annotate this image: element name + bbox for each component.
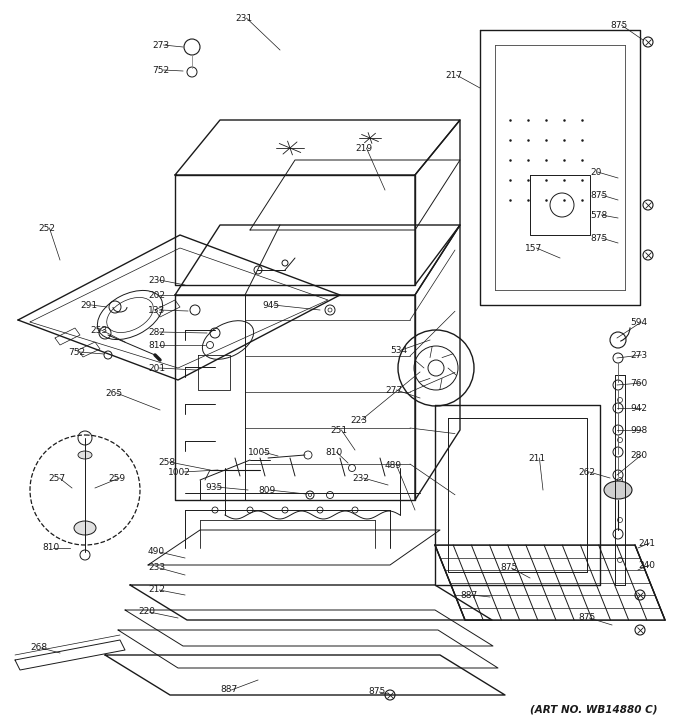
Text: 253: 253 bbox=[90, 326, 107, 334]
Text: 752: 752 bbox=[68, 347, 85, 357]
Text: 282: 282 bbox=[148, 328, 165, 336]
Text: 265: 265 bbox=[105, 389, 122, 397]
Text: 273: 273 bbox=[152, 41, 169, 49]
Text: 223: 223 bbox=[350, 415, 367, 425]
Text: 202: 202 bbox=[148, 291, 165, 299]
Text: 810: 810 bbox=[148, 341, 165, 349]
Ellipse shape bbox=[74, 521, 96, 535]
Text: 291: 291 bbox=[80, 300, 97, 310]
Text: 887: 887 bbox=[460, 590, 477, 600]
Text: 810: 810 bbox=[42, 544, 59, 552]
Text: 534: 534 bbox=[390, 346, 407, 355]
Text: 251: 251 bbox=[330, 426, 347, 434]
Text: 233: 233 bbox=[148, 563, 165, 573]
Text: 280: 280 bbox=[630, 450, 647, 460]
Text: 935: 935 bbox=[205, 483, 222, 492]
Text: 594: 594 bbox=[630, 318, 647, 326]
Text: 489: 489 bbox=[385, 460, 402, 470]
Text: 133: 133 bbox=[148, 305, 165, 315]
Ellipse shape bbox=[78, 451, 92, 459]
Text: 231: 231 bbox=[235, 14, 252, 22]
Text: 875: 875 bbox=[610, 20, 627, 30]
Text: 760: 760 bbox=[630, 378, 647, 387]
Text: 875: 875 bbox=[590, 191, 607, 199]
Text: 1002: 1002 bbox=[168, 468, 191, 476]
Text: 257: 257 bbox=[48, 473, 65, 483]
Text: 230: 230 bbox=[148, 276, 165, 284]
Text: 945: 945 bbox=[262, 300, 279, 310]
Text: 268: 268 bbox=[30, 644, 47, 652]
Text: 998: 998 bbox=[630, 426, 647, 434]
Text: 217: 217 bbox=[445, 70, 462, 80]
Text: 259: 259 bbox=[108, 473, 125, 483]
Text: 240: 240 bbox=[638, 560, 655, 570]
Text: 262: 262 bbox=[578, 468, 595, 476]
Text: 810: 810 bbox=[325, 447, 342, 457]
Text: 211: 211 bbox=[528, 454, 545, 463]
Text: 157: 157 bbox=[525, 244, 542, 252]
Text: 220: 220 bbox=[138, 608, 155, 616]
Text: (ART NO. WB14880 C): (ART NO. WB14880 C) bbox=[530, 705, 658, 715]
Text: 875: 875 bbox=[500, 563, 517, 573]
Text: 277: 277 bbox=[385, 386, 402, 394]
Text: 578: 578 bbox=[590, 210, 607, 220]
Text: 490: 490 bbox=[148, 547, 165, 557]
Text: 273: 273 bbox=[630, 350, 647, 360]
Text: 212: 212 bbox=[148, 586, 165, 594]
Text: 252: 252 bbox=[38, 223, 55, 233]
Text: 219: 219 bbox=[355, 144, 372, 152]
Text: 875: 875 bbox=[590, 233, 607, 242]
Ellipse shape bbox=[604, 481, 632, 499]
Text: 232: 232 bbox=[352, 473, 369, 483]
Text: 241: 241 bbox=[638, 539, 655, 547]
Text: 875: 875 bbox=[368, 687, 386, 697]
Text: 20: 20 bbox=[590, 167, 601, 176]
Text: 752: 752 bbox=[152, 65, 169, 75]
Text: 201: 201 bbox=[148, 363, 165, 373]
Text: 1005: 1005 bbox=[248, 447, 271, 457]
Text: 258: 258 bbox=[158, 457, 175, 466]
Text: 875: 875 bbox=[578, 613, 595, 623]
Text: 942: 942 bbox=[630, 404, 647, 413]
Text: 809: 809 bbox=[258, 486, 275, 494]
Text: 887: 887 bbox=[220, 686, 237, 695]
